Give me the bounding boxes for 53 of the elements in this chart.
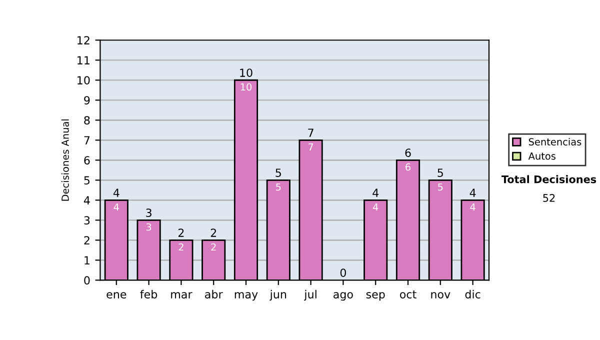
data-label: 5 (276, 183, 281, 191)
data-label: 6 (406, 163, 410, 171)
y-tick-label: 5 (84, 176, 90, 185)
text: Total Decisiones (501, 175, 596, 184)
y-axis-title: Decisiones Anual (61, 119, 69, 201)
total-label: 2 (178, 228, 184, 237)
total-label: 4 (372, 188, 379, 197)
total-label: 4 (470, 188, 476, 197)
y-tick-label: 12 (78, 36, 90, 44)
data-label: 4 (114, 203, 119, 211)
total-label: 0 (340, 268, 346, 278)
x-tick-label: jul (304, 290, 316, 301)
x-tick-label: abr (205, 290, 223, 298)
total-label: 6 (405, 148, 411, 157)
total-label: 4 (113, 188, 120, 197)
x-tick-label: ene (106, 292, 126, 298)
legend-label: Autos (528, 152, 556, 160)
x-tick-label: ago (334, 292, 353, 301)
x-tick-label: mar (171, 292, 192, 298)
total-label: 5 (438, 168, 443, 177)
data-label: 4 (372, 203, 378, 211)
data-label: 5 (438, 183, 443, 191)
y-tick-label: 6 (84, 156, 90, 165)
y-tick-label: 8 (84, 116, 90, 125)
x-tick-label: nov (431, 292, 450, 298)
y-tick-label: 1 (84, 256, 90, 264)
x-tick-label: may (234, 292, 258, 301)
total-label: 5 (276, 168, 281, 177)
y-tick-label: 3 (84, 216, 90, 225)
y-tick-label: 7 (84, 136, 90, 144)
total-label: 3 (146, 208, 152, 217)
data-label: 3 (146, 223, 152, 231)
x-tick-label: oct (400, 290, 416, 298)
legend-label: Sentencias (528, 138, 582, 146)
y-tick-label: 4 (84, 196, 90, 204)
data-label: 10 (240, 83, 252, 91)
text: 52 (543, 194, 555, 202)
y-tick-label: 9 (84, 96, 90, 105)
total-label: 2 (210, 228, 216, 237)
y-tick-label: 0 (84, 276, 90, 285)
x-tick-label: sep (366, 292, 385, 301)
data-label: 2 (178, 243, 184, 251)
x-tick-label: jun (270, 290, 286, 301)
x-tick-label: dic (465, 290, 480, 298)
data-label: 2 (211, 243, 216, 251)
y-tick-label: 11 (78, 56, 90, 64)
y-tick-label: 10 (78, 76, 90, 85)
y-tick-label: 2 (84, 236, 90, 244)
total-label: 10 (240, 68, 252, 77)
data-label: 7 (308, 143, 314, 151)
total-label: 7 (308, 128, 314, 137)
x-tick-label: feb (140, 290, 158, 298)
data-label: 4 (470, 203, 476, 211)
